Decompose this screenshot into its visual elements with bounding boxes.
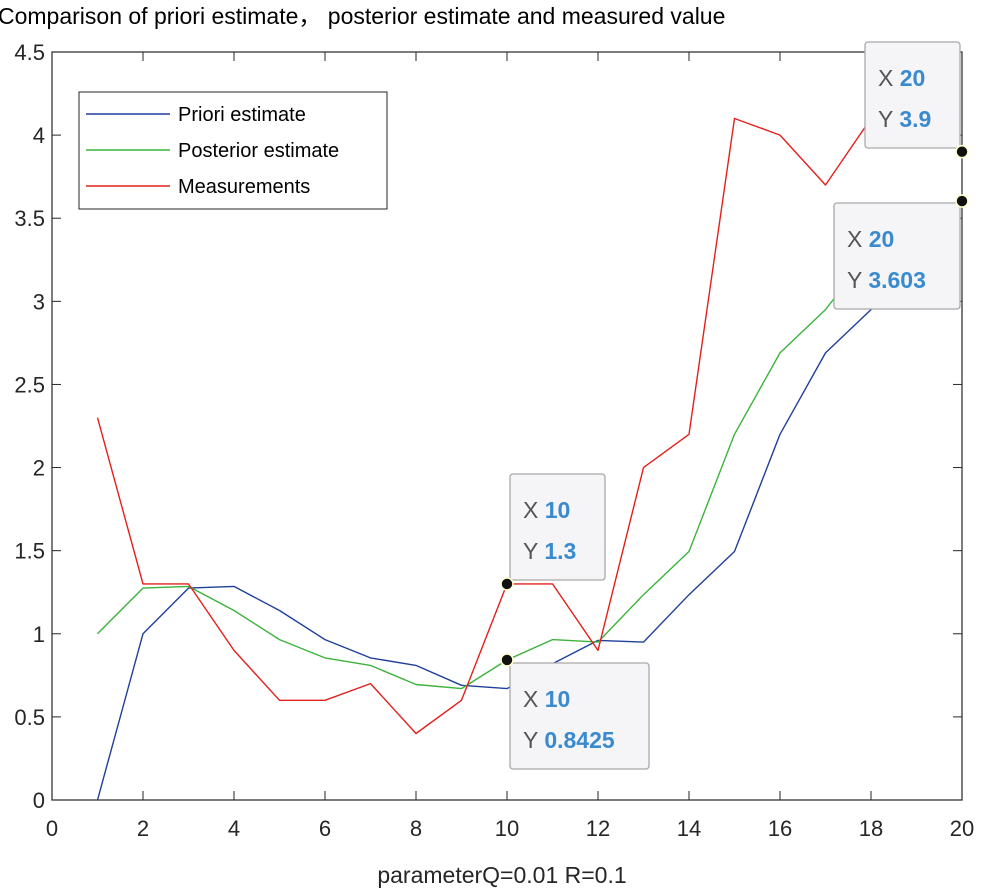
x-tick-label: 18 — [859, 816, 883, 841]
x-tick-label: 14 — [677, 816, 701, 841]
x-tick-label: 16 — [768, 816, 792, 841]
legend-label: Posterior estimate — [178, 140, 339, 162]
series-line-measurements — [96, 84, 962, 735]
datatip-box — [509, 662, 650, 770]
datatip-y-value: 3.9 — [899, 106, 931, 132]
datatip-y-label: Y — [523, 538, 544, 564]
datatip-x-label: X — [523, 686, 545, 712]
datatip-y-value: 1.3 — [544, 538, 576, 564]
x-tick-label: 8 — [410, 816, 422, 841]
legend-label: Measurements — [178, 176, 310, 198]
datatip-box — [864, 41, 961, 149]
x-tick-label: 0 — [46, 816, 58, 841]
x-tick-label: 12 — [586, 816, 610, 841]
datatip-box — [833, 202, 961, 310]
datatip-y-label: Y — [523, 727, 544, 753]
y-tick-label: 3.5 — [14, 206, 45, 231]
datatip-box — [509, 473, 606, 581]
datatip-y-row: Y 0.8425 — [523, 727, 615, 753]
datatip-y-value: 0.8425 — [544, 727, 615, 753]
datatip-x-row: X 20 — [847, 226, 894, 252]
legend-item-measurements[interactable]: Measurements — [86, 176, 310, 198]
x-tick-label: 10 — [495, 816, 519, 841]
datatip[interactable]: X 20Y 3.9 — [864, 41, 969, 159]
datatip[interactable]: X 10Y 1.3 — [500, 473, 606, 591]
y-tick-label: 4.5 — [14, 40, 45, 65]
datatip-x-value: 20 — [900, 65, 926, 91]
y-tick-label: 2 — [33, 456, 45, 481]
x-tick-label: 2 — [137, 816, 149, 841]
datatip-x-row: X 10 — [523, 497, 570, 523]
y-axis: 0 0.5 1 1.5 2 2.5 3 3.5 4 4.5 — [14, 40, 962, 813]
x-tick-label: 6 — [319, 816, 331, 841]
y-tick-label: 1.5 — [14, 539, 45, 564]
datatip-x-row: X 10 — [523, 686, 570, 712]
y-tick-label: 4 — [33, 123, 45, 148]
y-tick-label: 3 — [33, 289, 45, 314]
datatip-x-label: X — [847, 226, 869, 252]
y-tick-label: 2.5 — [14, 372, 45, 397]
datatip-marker[interactable] — [955, 194, 969, 208]
datatip-marker[interactable] — [955, 144, 969, 159]
datatip-marker[interactable] — [500, 577, 514, 591]
datatip[interactable]: X 20Y 3.603 — [833, 194, 969, 310]
datatip-x-value: 20 — [869, 226, 895, 252]
datatip-y-label: Y — [878, 106, 899, 132]
datatip-x-label: X — [878, 65, 900, 91]
legend[interactable]: Priori estimate Posterior estimate Measure… — [78, 91, 388, 210]
datatip-y-value: 3.603 — [868, 267, 926, 293]
datatip-marker[interactable] — [500, 653, 514, 667]
legend-label: Priori estimate — [178, 104, 306, 126]
y-tick-label: 1 — [33, 622, 45, 647]
y-tick-label: 0 — [33, 788, 45, 813]
datatip-y-row: Y 3.603 — [847, 267, 926, 293]
datatip-x-value: 10 — [545, 686, 571, 712]
datatip-y-row: Y 1.3 — [523, 538, 576, 564]
legend-item-priori-estimate[interactable]: Priori estimate — [86, 104, 306, 126]
datatip-y-row: Y 3.9 — [878, 106, 931, 132]
x-axis: 0 2 4 6 8 10 12 14 16 18 20 — [46, 52, 974, 841]
y-tick-label: 0.5 — [14, 705, 45, 730]
x-axis-label: parameterQ=0.01 R=0.1 — [377, 862, 626, 888]
chart-title: Comparison of priori estimate， posterior… — [0, 3, 725, 29]
x-tick-label: 4 — [228, 816, 240, 841]
datatip-y-label: Y — [847, 267, 868, 293]
legend-item-posterior-estimate[interactable]: Posterior estimate — [86, 140, 339, 162]
datatip[interactable]: X 10Y 0.8425 — [500, 653, 650, 770]
datatip-x-row: X 20 — [878, 65, 925, 91]
datatip-x-label: X — [523, 497, 545, 523]
datatip-x-value: 10 — [545, 497, 571, 523]
series-line-posterior-estimate — [97, 200, 962, 690]
x-tick-label: 20 — [950, 816, 974, 841]
